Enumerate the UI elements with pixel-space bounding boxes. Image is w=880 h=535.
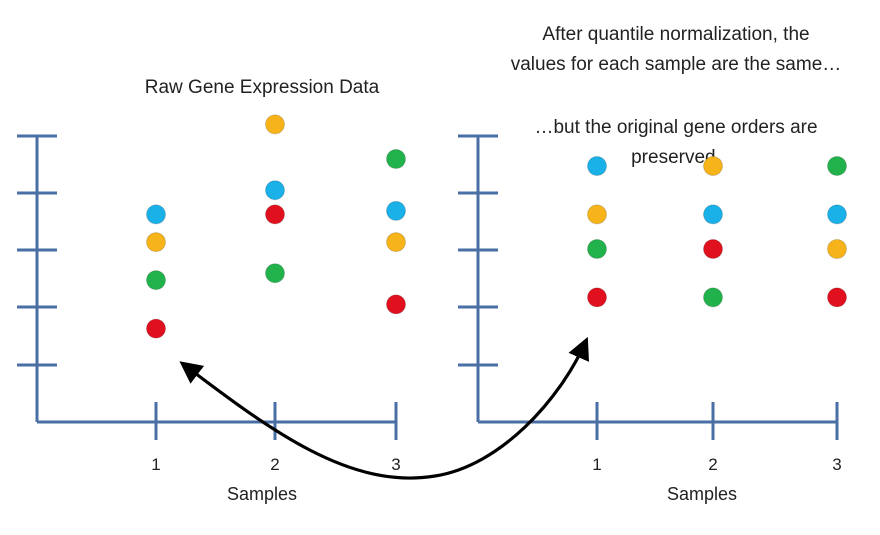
right-point-blue-sample-3 <box>827 204 847 225</box>
right-chart-x-ticks: 1 2 3 <box>592 455 841 474</box>
left-chart-title: Raw Gene Expression Data <box>145 77 380 98</box>
right-point-orange-sample-3 <box>827 239 847 259</box>
left-chart-points <box>146 114 406 339</box>
right-x-tick-label: 2 <box>708 455 717 474</box>
left-x-tick-label: 1 <box>151 455 160 474</box>
left-point-red-sample-2 <box>265 204 285 225</box>
left-x-tick-label: 3 <box>391 455 400 474</box>
right-point-orange-sample-1 <box>587 204 607 225</box>
note-line-1: After quantile normalization, the <box>542 24 809 45</box>
right-point-green-sample-1 <box>587 239 607 259</box>
left-point-red-sample-3 <box>386 294 406 315</box>
left-point-blue-sample-2 <box>265 180 285 201</box>
right-x-axis-label: Samples <box>667 484 737 504</box>
right-point-green-sample-3 <box>827 156 847 176</box>
right-point-red-sample-3 <box>827 287 847 308</box>
left-point-orange-sample-1 <box>146 232 166 253</box>
right-point-red-sample-1 <box>587 287 607 308</box>
left-chart-x-ticks: 1 2 3 <box>151 455 400 474</box>
left-point-blue-sample-3 <box>386 200 406 221</box>
note-line-2: values for each sample are the same… <box>511 54 842 75</box>
left-point-green-sample-1 <box>146 270 166 291</box>
left-chart-axes <box>17 134 398 440</box>
left-point-green-sample-2 <box>265 263 285 284</box>
right-point-green-sample-2 <box>703 287 723 308</box>
right-point-blue-sample-1 <box>587 156 607 176</box>
left-point-green-sample-3 <box>386 149 406 169</box>
right-point-orange-sample-2 <box>703 156 723 176</box>
note-line-4: preserved. <box>631 147 721 168</box>
gene-order-arrow <box>179 336 590 480</box>
left-x-tick-label: 2 <box>270 455 279 474</box>
left-point-orange-sample-2 <box>265 114 285 135</box>
right-chart-axes <box>458 134 839 440</box>
right-point-red-sample-2 <box>703 239 723 259</box>
right-chart-points <box>587 156 847 308</box>
left-point-blue-sample-1 <box>146 204 166 225</box>
normalization-note: After quantile normalization, the values… <box>511 24 842 168</box>
left-point-red-sample-1 <box>146 318 166 339</box>
left-x-axis-label: Samples <box>227 484 297 504</box>
left-point-orange-sample-3 <box>386 232 406 253</box>
right-x-tick-label: 3 <box>832 455 841 474</box>
right-x-tick-label: 1 <box>592 455 601 474</box>
right-point-blue-sample-2 <box>703 204 723 225</box>
note-line-3: …but the original gene orders are <box>534 117 817 138</box>
